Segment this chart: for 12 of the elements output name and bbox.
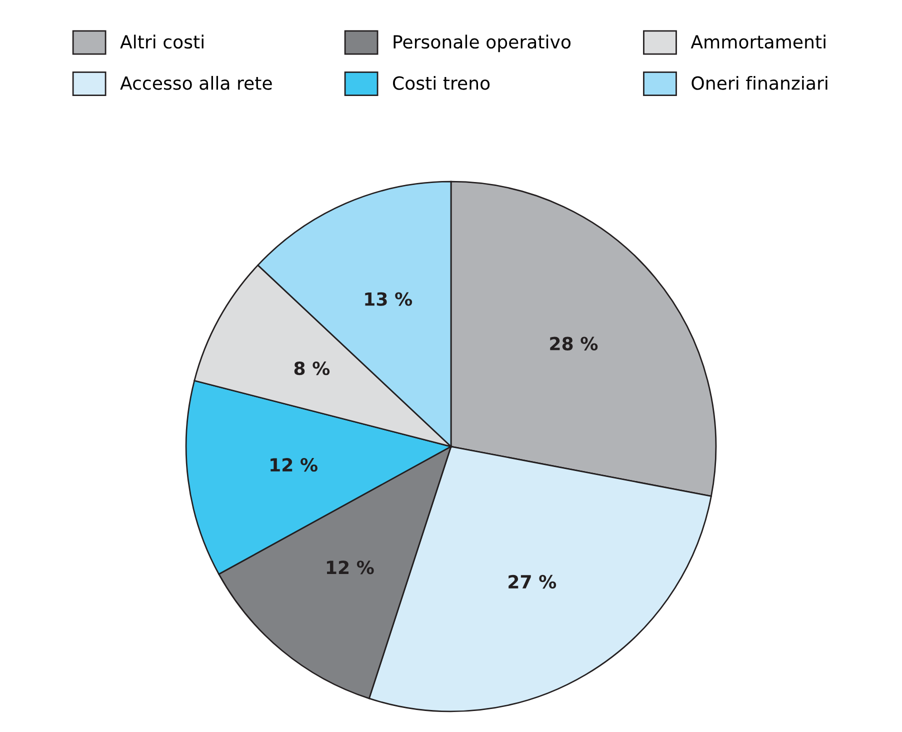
- data-label: 13 %: [365, 292, 412, 306]
- data-label: 28 %: [550, 336, 598, 350]
- legend-label: Altri costi: [120, 34, 204, 49]
- legend-label: Accesso alla rete: [120, 76, 272, 90]
- legend-label: Costi treno: [393, 76, 490, 90]
- data-label: 27 %: [508, 574, 556, 589]
- legend-label: Personale operativo: [394, 34, 571, 52]
- data-label: 8 %: [294, 362, 330, 376]
- data-label: 12 %: [270, 458, 318, 472]
- legend-label: Ammortamenti: [690, 34, 826, 49]
- legend-label: Oneri finanziari: [692, 76, 828, 90]
- data-label: 12 %: [326, 560, 374, 574]
